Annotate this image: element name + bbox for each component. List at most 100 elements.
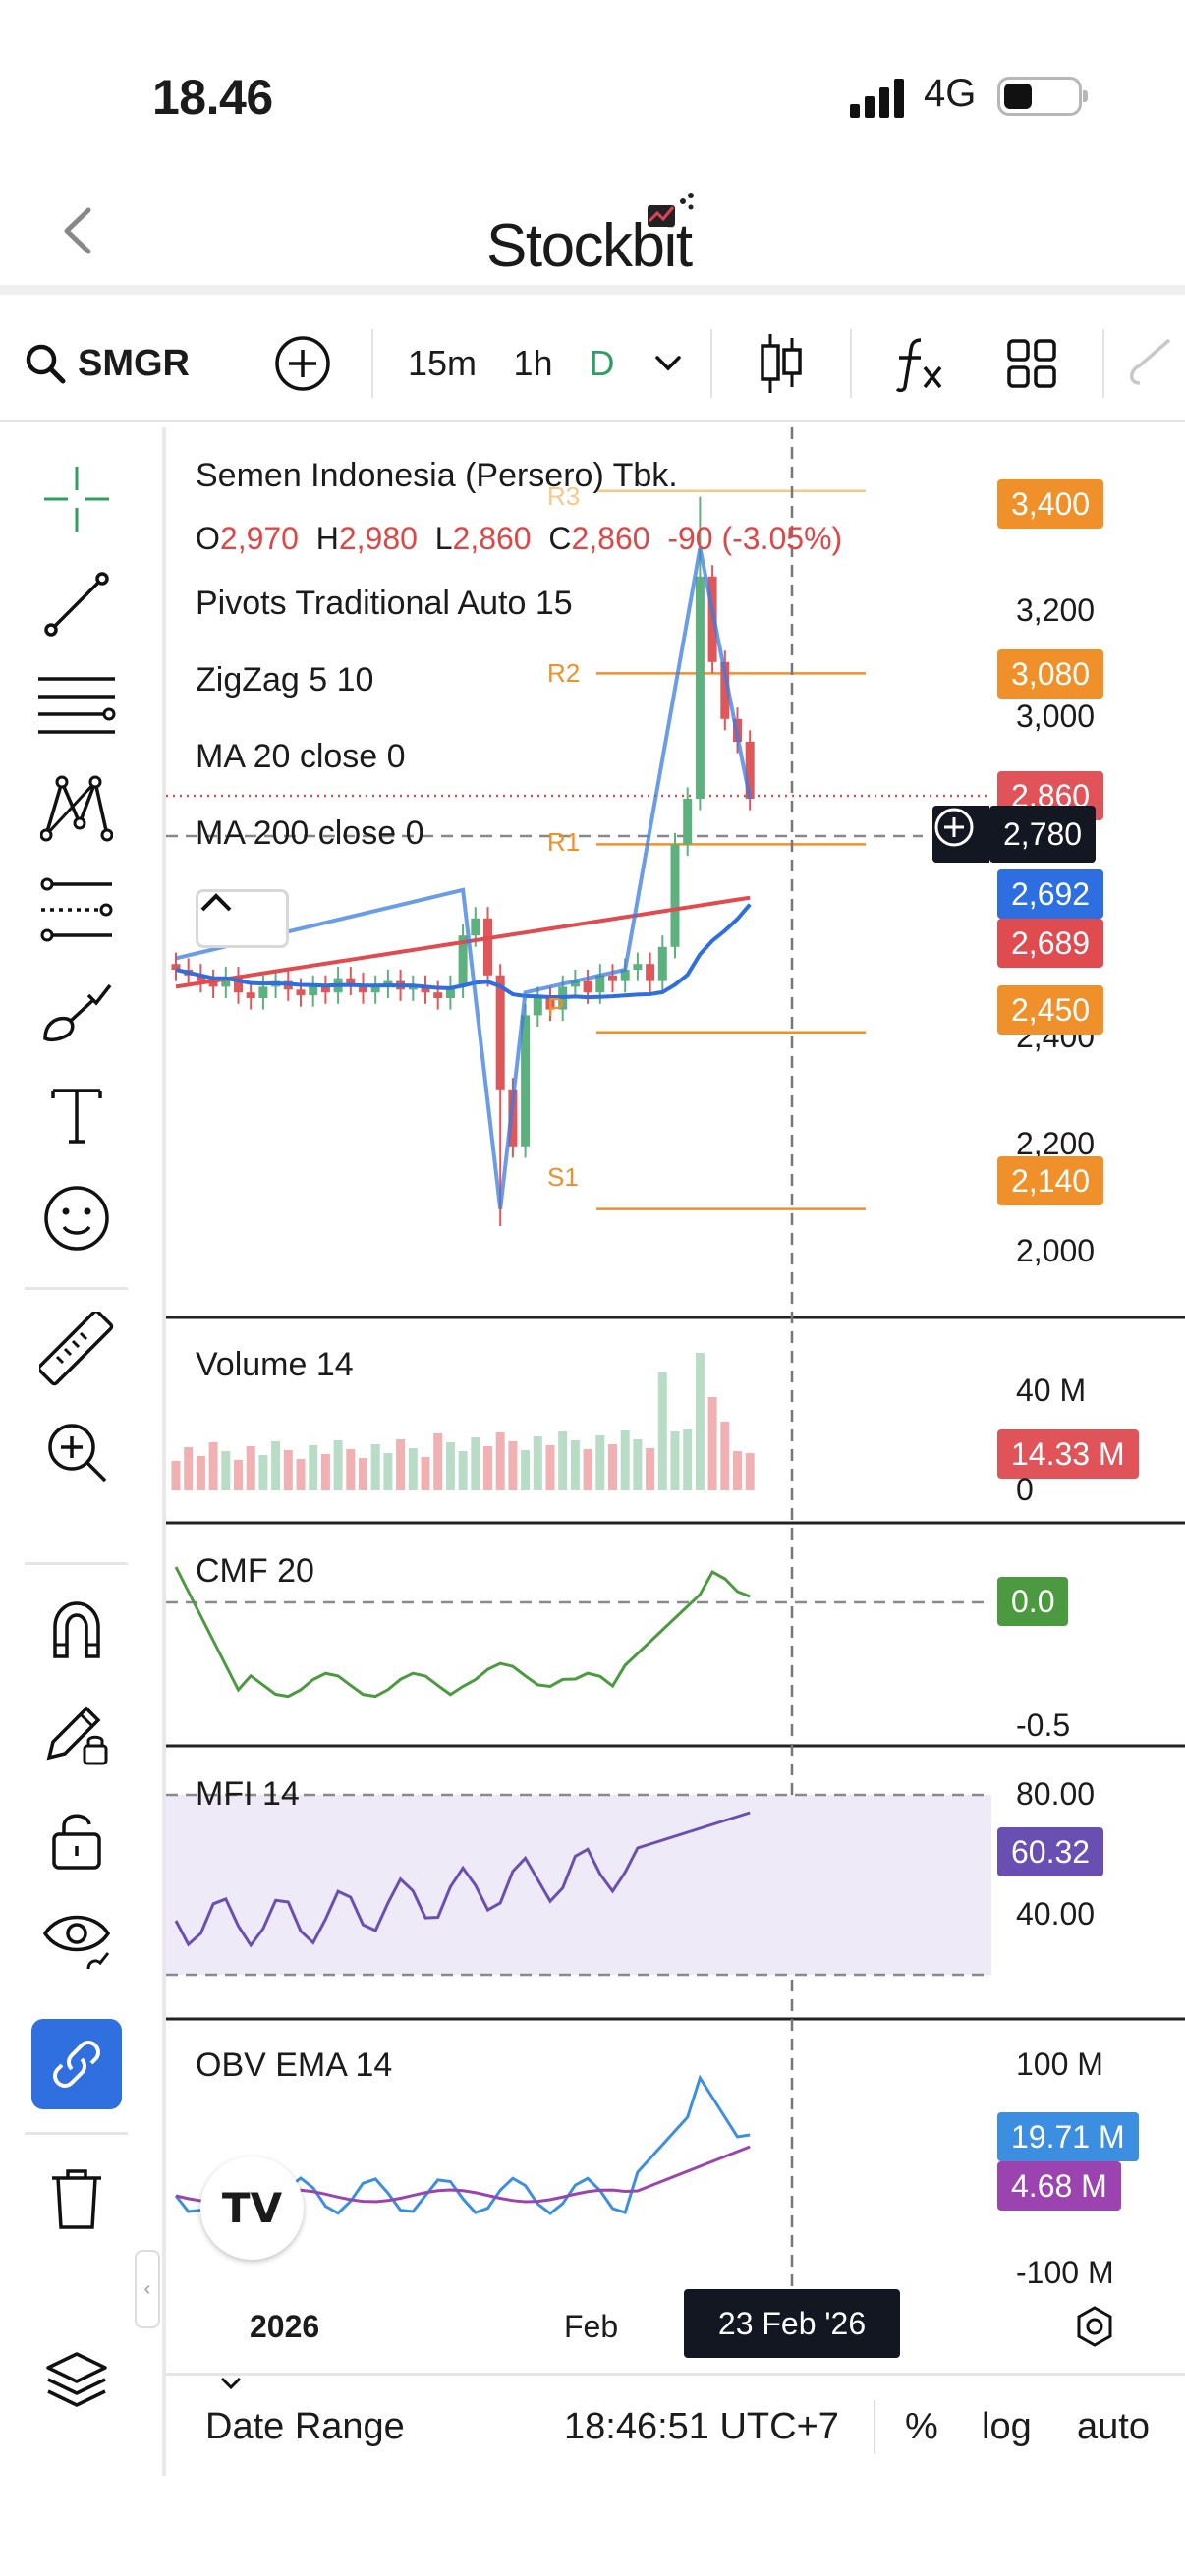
tradingview-logo[interactable]: TV [200, 2156, 304, 2260]
tag-crosshair-price: 2,780 [989, 806, 1097, 863]
volume-title[interactable]: Volume 14 [196, 1346, 354, 1383]
volume-bar [508, 1441, 518, 1490]
chevron-down-icon [220, 2377, 242, 2390]
tag-volume: 14.33 M [997, 1429, 1139, 1479]
signal-icon [850, 79, 904, 118]
pivot-lines [596, 489, 866, 1210]
trend-line-tool[interactable] [29, 557, 124, 651]
pivot-label-r3: R3 [547, 481, 581, 511]
timeframe-d[interactable]: D [589, 343, 615, 383]
tag-obv: 19.71 M [997, 2112, 1139, 2161]
chart-type-button[interactable] [742, 305, 820, 422]
mfi-tick: 80.00 [1016, 1776, 1096, 1812]
compare-button[interactable] [265, 305, 339, 422]
mfi-title[interactable]: MFI 14 [196, 1775, 300, 1813]
zoom-tool[interactable] [29, 1405, 124, 1499]
emoji-tool[interactable] [29, 1171, 124, 1265]
eye-icon [42, 1915, 111, 1970]
lock-drawing-tool[interactable] [29, 1685, 124, 1779]
date-range-button[interactable]: Date Range [205, 2376, 405, 2479]
candle-body [533, 998, 542, 1016]
volume-bar [683, 1429, 693, 1490]
candle-body [608, 975, 617, 981]
candle-body [370, 986, 380, 993]
cmf-title[interactable]: CMF 20 [196, 1552, 314, 1590]
timeframe-15m[interactable]: 15m [407, 343, 478, 383]
text-tool[interactable] [29, 1069, 124, 1163]
volume-bar [246, 1446, 255, 1490]
indicators-button[interactable] [879, 305, 958, 422]
percent-toggle[interactable]: % [905, 2406, 938, 2447]
mfi-line [174, 1811, 751, 1948]
obv-title[interactable]: OBV EMA 14 [196, 2046, 393, 2084]
settings-icon[interactable] [1072, 2304, 1117, 2349]
candle-body [309, 986, 318, 996]
volume-bar [595, 1435, 605, 1490]
candle-body [633, 964, 643, 970]
volume-bar [733, 1451, 742, 1490]
volume-bar [196, 1456, 205, 1490]
back-icon[interactable] [59, 206, 98, 255]
add-alert-button[interactable] [932, 806, 989, 863]
sync-drawings-tool[interactable] [31, 2019, 122, 2109]
forecast-icon [40, 877, 113, 942]
delete-drawings-tool[interactable] [29, 2152, 124, 2246]
prediction-tool[interactable] [29, 863, 124, 957]
candle-body [234, 978, 243, 993]
candle-body [545, 998, 555, 1010]
study-ma200[interactable]: MA 200 close 0 [196, 814, 424, 852]
obv-tick: 100 M [1016, 2046, 1103, 2082]
network-label: 4G [924, 72, 977, 115]
volume-bar [657, 1372, 667, 1490]
candle-body [171, 964, 181, 970]
sidebar-collapse-handle[interactable]: ‹ [135, 2250, 160, 2328]
volume-bar [695, 1353, 705, 1490]
magnet-icon [53, 1601, 100, 1658]
study-pivots[interactable]: Pivots Traditional Auto 15 [196, 585, 573, 622]
crosshair-tool[interactable] [29, 452, 124, 546]
symbol-search[interactable]: SMGR [25, 305, 211, 422]
legend-collapse-button[interactable] [196, 889, 289, 948]
magnet-tool[interactable] [29, 1582, 124, 1676]
fib-retracement-tool[interactable] [29, 658, 124, 753]
unlock-tool[interactable] [29, 1793, 124, 1887]
visibility-tool[interactable] [29, 1894, 124, 1988]
candle-body [657, 946, 667, 981]
pivot-label-s1: S1 [547, 1162, 579, 1192]
log-toggle[interactable]: log [982, 2406, 1032, 2447]
moving-averages [175, 895, 752, 1000]
study-ma20[interactable]: MA 20 close 0 [196, 738, 406, 775]
plus-circle-icon [934, 808, 974, 847]
ohlc-values: O2,970 H2,980 L2,860 C2,860 -90 (-3.05%) [196, 521, 843, 556]
symbol-label: SMGR [78, 342, 190, 384]
candle-body [221, 978, 231, 987]
ruler-icon [39, 1312, 114, 1386]
drawing-brush-button[interactable] [1120, 305, 1185, 422]
status-time: 18.46 [152, 70, 273, 125]
chevron-down-icon [655, 356, 681, 371]
layout-button[interactable] [988, 305, 1076, 422]
chart-canvas[interactable]: Semen Indonesia (Persero) Tbk. O2,970 H2… [162, 427, 1185, 2476]
volume-bar [396, 1439, 406, 1490]
candle-body [670, 844, 680, 947]
study-zigzag[interactable]: ZigZag 5 10 [196, 661, 374, 699]
brush-tool[interactable] [29, 965, 124, 1059]
timeframe-dropdown[interactable] [639, 305, 698, 422]
object-tree-tool[interactable] [29, 2333, 124, 2428]
pattern-tool[interactable] [29, 761, 124, 856]
clock-label[interactable]: 18:46:51 UTC+7 [564, 2406, 839, 2447]
ma20-line [175, 903, 752, 1000]
candle-body [246, 992, 255, 998]
auto-toggle[interactable]: auto [1077, 2406, 1150, 2447]
volume-bar [646, 1448, 655, 1490]
x-axis-label: 2026 [250, 2309, 320, 2344]
timeframe-1h[interactable]: 1h [513, 343, 553, 383]
candle-body [720, 661, 730, 719]
search-icon [26, 344, 66, 384]
ma200-line [175, 895, 751, 989]
candle-body [471, 918, 480, 936]
ruler-tool[interactable] [29, 1302, 124, 1396]
candle-body [359, 983, 367, 993]
candle-body [521, 1015, 531, 1147]
candle-body [483, 918, 492, 976]
